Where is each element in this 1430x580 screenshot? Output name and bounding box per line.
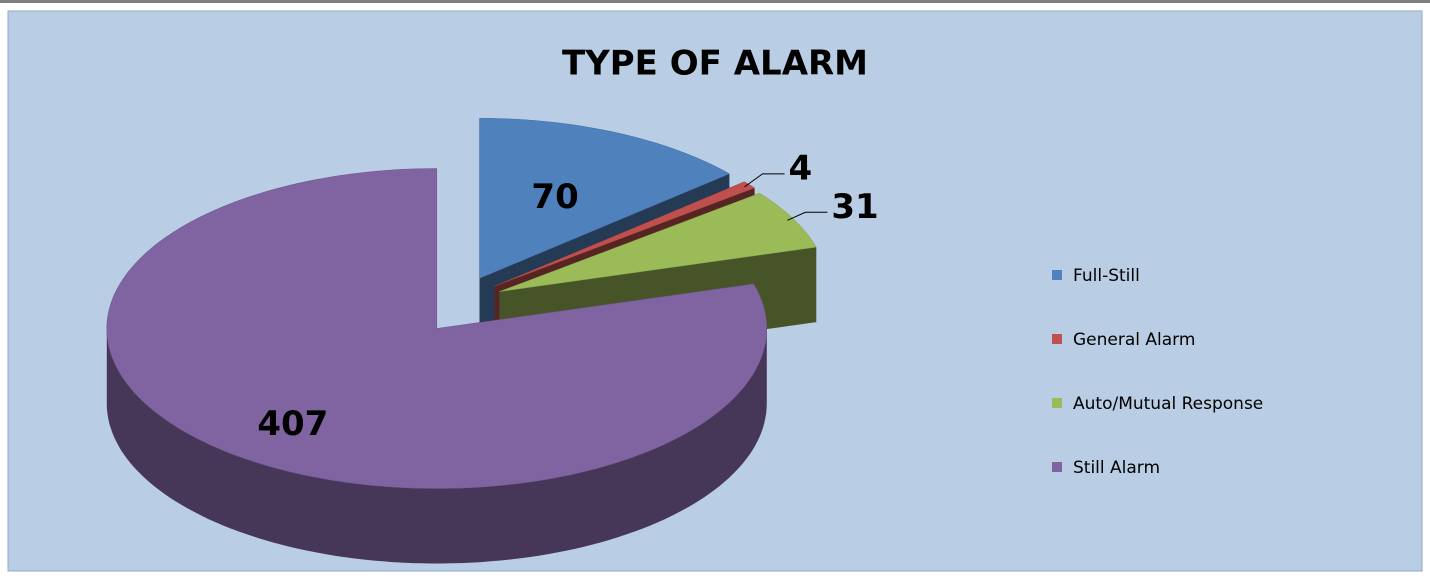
data-label: 4 bbox=[788, 148, 812, 188]
chart-title: TYPE OF ALARM bbox=[562, 44, 868, 84]
data-label: 407 bbox=[257, 404, 328, 444]
legend-label: Still Alarm bbox=[1073, 458, 1160, 478]
chart: TYPE OF ALARM 70 4 31 407 Full-Still General… bbox=[7, 10, 1423, 572]
legend-label: Auto/Mutual Response bbox=[1073, 394, 1263, 414]
data-label: 31 bbox=[831, 187, 878, 227]
pie: 70 4 31 407 bbox=[106, 118, 879, 564]
legend-swatch bbox=[1052, 462, 1062, 472]
legend-swatch bbox=[1052, 334, 1062, 344]
slice bbox=[494, 181, 756, 287]
data-label: 70 bbox=[531, 177, 578, 217]
slice bbox=[106, 168, 767, 489]
leader-line bbox=[744, 173, 785, 188]
slice-side bbox=[106, 328, 767, 564]
legend-swatch bbox=[1052, 398, 1062, 408]
slice bbox=[479, 118, 730, 279]
legend-label: General Alarm bbox=[1073, 330, 1195, 350]
legend: Full-Still General Alarm Auto/Mutual Respo… bbox=[1052, 266, 1263, 478]
leader-line bbox=[787, 211, 828, 221]
legend-swatch bbox=[1052, 270, 1062, 280]
legend-label: Full-Still bbox=[1073, 266, 1140, 286]
slice bbox=[499, 192, 817, 292]
